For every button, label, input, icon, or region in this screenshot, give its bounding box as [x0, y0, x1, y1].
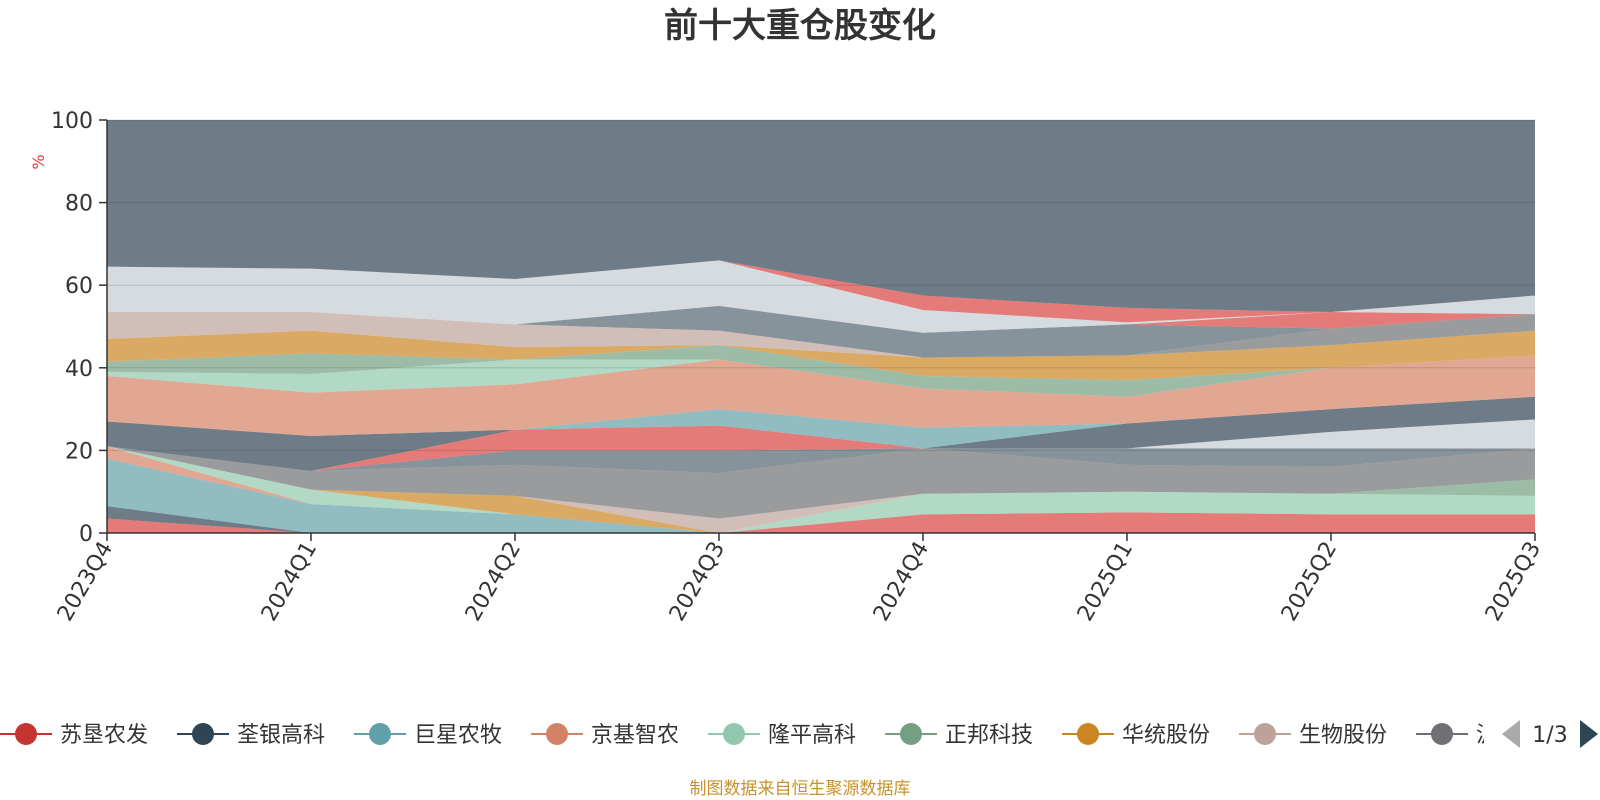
area-series-17: [107, 330, 1535, 381]
area-series-group: [107, 120, 1535, 533]
legend-item-7[interactable]: 生物股份: [1239, 723, 1387, 748]
legend-label: 京基智农: [591, 723, 679, 748]
legend-marker-icon: [1077, 723, 1099, 745]
legend-item-0[interactable]: 苏垦农发: [0, 723, 148, 748]
area-series-22: [107, 260, 1535, 333]
area-series-9: [107, 446, 1535, 474]
legend-label: 巨星农牧: [414, 723, 502, 748]
legend-label: 荃银高科: [237, 723, 325, 748]
gridlines: [107, 119, 1535, 451]
legend-item-1[interactable]: 荃银高科: [177, 723, 325, 748]
area-series-18: [107, 312, 1535, 358]
legend-item-8[interactable]: 沪: [1416, 723, 1498, 748]
legend-items: 苏垦农发 荃银高科 巨星农牧 京基智农 隆平高科 正邦科技 华统股份 生物股份 沪: [0, 723, 1498, 748]
x-tick-label-6: 2025Q2: [1277, 538, 1342, 626]
y-tick-label-3: 60: [65, 274, 93, 299]
legend-label: 华统股份: [1122, 723, 1210, 748]
legend-marker-icon: [1254, 723, 1276, 745]
y-axis-label: %: [29, 154, 48, 169]
legend-label: 隆平高科: [768, 723, 856, 748]
area-series-20: [107, 305, 1535, 358]
legend-marker-icon: [900, 723, 922, 745]
area-series-13: [107, 396, 1535, 449]
area-series-12: [107, 396, 1535, 472]
x-tick-label-5: 2025Q1: [1073, 538, 1138, 626]
y-tick-label-1: 20: [65, 439, 93, 464]
x-tick-label-0: 2023Q4: [53, 538, 118, 626]
area-series-2: [107, 458, 1535, 533]
y-tick-label-2: 40: [65, 357, 93, 382]
legend-item-6[interactable]: 华统股份: [1062, 723, 1210, 748]
area-series-8: [107, 446, 1535, 519]
legend-item-4[interactable]: 隆平高科: [708, 723, 856, 748]
area-series-4: [107, 446, 1535, 533]
legend-prev-icon[interactable]: [1502, 720, 1520, 748]
area-series-10: [107, 425, 1535, 472]
legend-item-3[interactable]: 京基智农: [531, 723, 679, 748]
legend-marker-icon: [723, 723, 745, 745]
legend[interactable]: 苏垦农发 荃银高科 巨星农牧 京基智农 隆平高科 正邦科技 华统股份 生物股份 沪 1/3: [0, 720, 1598, 748]
x-tick-label-4: 2024Q4: [869, 538, 934, 626]
area-series-16: [107, 345, 1535, 397]
area-series-15: [107, 355, 1535, 397]
legend-marker-icon: [546, 723, 568, 745]
legend-marker-icon: [15, 723, 37, 745]
legend-next-icon[interactable]: [1580, 720, 1598, 748]
x-tick-label-7: 2025Q3: [1481, 538, 1546, 626]
x-tick-label-2: 2024Q2: [461, 538, 526, 626]
legend-page-indicator: 1/3: [1532, 723, 1567, 748]
y-tick-label-0: 0: [79, 522, 93, 547]
legend-label: 生物股份: [1299, 723, 1387, 748]
y-tick-label-4: 80: [65, 192, 93, 217]
legend-item-5[interactable]: 正邦科技: [885, 723, 1033, 748]
legend-marker-icon: [369, 723, 391, 745]
legend-marker-icon: [192, 723, 214, 745]
legend-item-2[interactable]: 巨星农牧: [354, 723, 502, 748]
legend-label: 苏垦农发: [60, 723, 148, 748]
area-series-21: [107, 305, 1535, 333]
area-series-14: [107, 355, 1535, 436]
legend-marker-icon: [1431, 723, 1453, 745]
area-series-11: [107, 419, 1535, 472]
y-tick-label-5: 100: [51, 109, 93, 134]
area-series-24: [107, 120, 1535, 313]
chart-title: 前十大重仓股变化: [664, 6, 936, 46]
legend-label: 正邦科技: [945, 723, 1033, 748]
area-series-0: [107, 512, 1535, 533]
x-tick-label-1: 2024Q1: [257, 538, 322, 626]
x-tick-label-3: 2024Q3: [665, 538, 730, 626]
source-note: 制图数据来自恒生聚源数据库: [690, 779, 911, 799]
legend-label: 沪: [1476, 723, 1498, 748]
